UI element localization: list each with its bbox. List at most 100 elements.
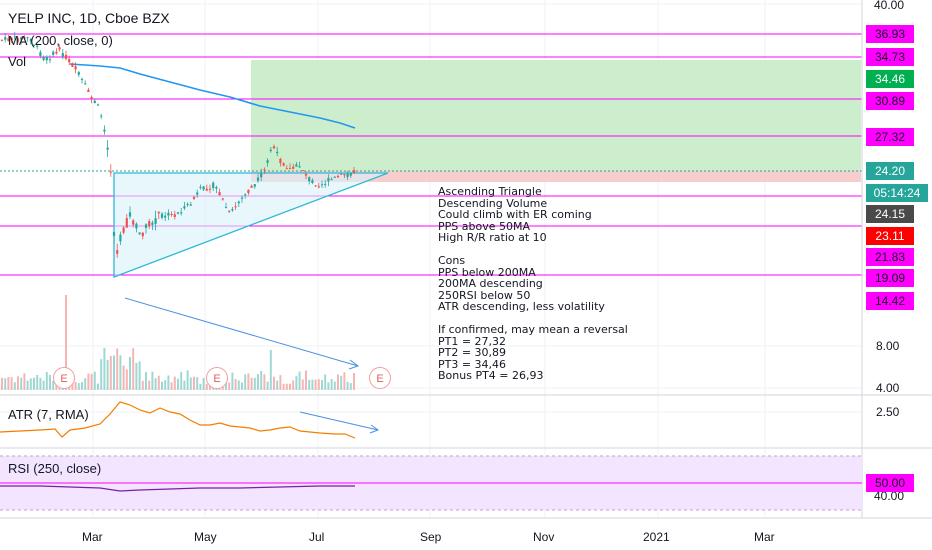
volume-bar	[36, 374, 39, 390]
volume-bar	[173, 376, 176, 390]
time-label: Mar	[754, 530, 775, 544]
candle-body	[173, 214, 176, 217]
entry-price-tag[interactable]: 24.20	[866, 162, 914, 180]
volume-bar	[231, 372, 234, 390]
candle-body	[93, 100, 96, 104]
level-tag[interactable]: 14.42	[866, 292, 914, 310]
volume-bar	[52, 380, 55, 390]
candle-body	[141, 232, 144, 237]
volume-bar	[81, 382, 83, 390]
candle-body	[20, 37, 23, 40]
rsi-line	[0, 485, 355, 492]
candle-body	[103, 129, 106, 132]
candle-body	[327, 178, 330, 182]
loss-zone[interactable]	[251, 171, 861, 182]
candle-body	[352, 170, 356, 174]
volume-bar	[308, 379, 311, 390]
price-tick: 40.00	[874, 0, 905, 12]
price-tick: 8.00	[876, 339, 900, 353]
candle-body	[90, 97, 93, 99]
volume-bar	[29, 378, 32, 390]
earnings-marker[interactable]: E	[53, 367, 75, 389]
level-tag[interactable]: 34.73	[866, 48, 914, 66]
last-price-tag[interactable]: 24.15	[866, 205, 914, 223]
atr-line	[0, 401, 356, 439]
volume-bar	[113, 355, 115, 390]
candle-body	[186, 203, 189, 206]
candle-body	[128, 212, 132, 217]
level-lines[interactable]	[0, 33, 862, 276]
candle-body	[276, 151, 279, 154]
earnings-marker[interactable]: E	[206, 367, 228, 389]
volume-bar	[189, 377, 192, 390]
volume-bar	[42, 380, 45, 390]
profit-zone[interactable]	[251, 60, 861, 171]
volume-trend-arrow	[124, 297, 359, 367]
volume-bar	[311, 379, 314, 390]
candle-body	[224, 207, 228, 209]
level-tag[interactable]: 30.89	[866, 92, 914, 110]
candle-body	[116, 250, 119, 254]
volume-bar	[164, 380, 167, 390]
volume-bar	[129, 357, 131, 390]
ma-legend[interactable]: MA (200, close, 0)	[8, 33, 113, 48]
volume-bar	[282, 383, 285, 390]
volume-bar	[273, 376, 275, 390]
candle-body	[250, 185, 253, 188]
candle-body	[167, 212, 170, 216]
atr-legend[interactable]: ATR (7, RMA)	[8, 407, 89, 422]
time-label: Mar	[82, 530, 103, 544]
volume-bar	[23, 373, 26, 390]
volume-bar	[157, 375, 160, 390]
candles	[0, 31, 356, 258]
candle-body	[205, 188, 208, 191]
volume-bar	[346, 381, 349, 390]
volume-bar	[199, 383, 202, 390]
candle-body	[212, 182, 215, 189]
candle-body	[292, 166, 295, 169]
level-tag[interactable]: 21.83	[866, 248, 914, 266]
volume-bar	[298, 371, 301, 390]
volume-bar	[93, 371, 96, 390]
candle-body	[336, 175, 340, 178]
candle-body	[247, 189, 250, 193]
rsi-legend[interactable]: RSI (250, close)	[8, 461, 102, 476]
candle-body	[61, 53, 64, 57]
candle-body	[266, 160, 269, 163]
candle-body	[32, 44, 36, 46]
candle-body	[346, 173, 349, 177]
symbol-title[interactable]: YELP INC, 1D, Cboe BZX	[8, 10, 170, 26]
volume-bar	[71, 382, 74, 390]
volume-bar	[343, 372, 346, 390]
atr-trend-arrow	[299, 411, 379, 431]
candle-body	[189, 204, 192, 206]
level-tag[interactable]: 36.93	[866, 25, 914, 43]
candle-body	[301, 170, 304, 172]
volume-bar	[333, 381, 336, 390]
volume-bar	[100, 359, 103, 390]
volume-bar	[327, 382, 330, 390]
earnings-marker[interactable]: E	[369, 367, 391, 389]
volume-bar	[90, 373, 93, 390]
candle-body	[55, 51, 58, 54]
rsi-level-tag[interactable]: 50.00	[866, 474, 914, 492]
volume-bar	[39, 377, 42, 390]
candle-body	[304, 174, 308, 176]
volume-arrow-head	[348, 359, 360, 370]
volume-bar	[353, 372, 355, 390]
volume-bar	[138, 361, 141, 390]
candle-body	[221, 198, 224, 200]
candle-body	[16, 38, 20, 42]
level-tag[interactable]: 19.09	[866, 269, 914, 287]
vol-legend[interactable]: Vol	[8, 54, 27, 69]
volume-bar	[161, 381, 163, 390]
ascending-triangle[interactable]	[113, 172, 389, 278]
volume-bar	[13, 382, 16, 390]
target-price-tag[interactable]: 34.46	[866, 70, 914, 88]
volume-bar	[340, 375, 343, 390]
volume-bar	[65, 295, 67, 390]
candle-body	[170, 214, 173, 216]
stop-price-tag[interactable]: 23.11	[866, 227, 914, 245]
level-tag[interactable]: 27.32	[866, 128, 914, 146]
